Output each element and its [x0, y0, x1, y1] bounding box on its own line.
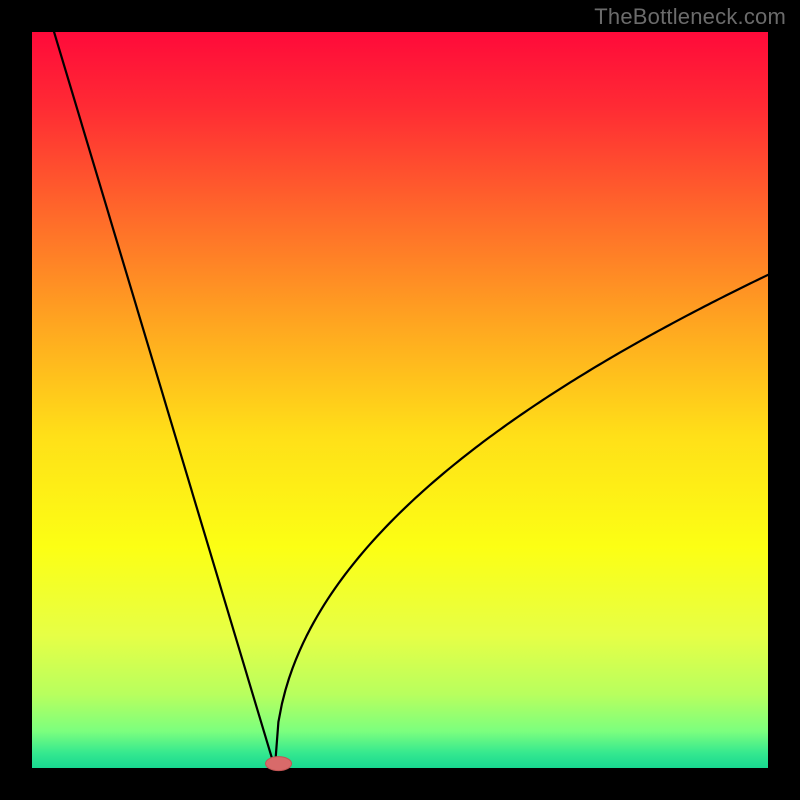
bottleneck-chart: [0, 0, 800, 800]
plot-background: [32, 32, 768, 768]
chart-container: TheBottleneck.com: [0, 0, 800, 800]
cusp-marker: [266, 757, 292, 771]
watermark-label: TheBottleneck.com: [594, 4, 786, 30]
